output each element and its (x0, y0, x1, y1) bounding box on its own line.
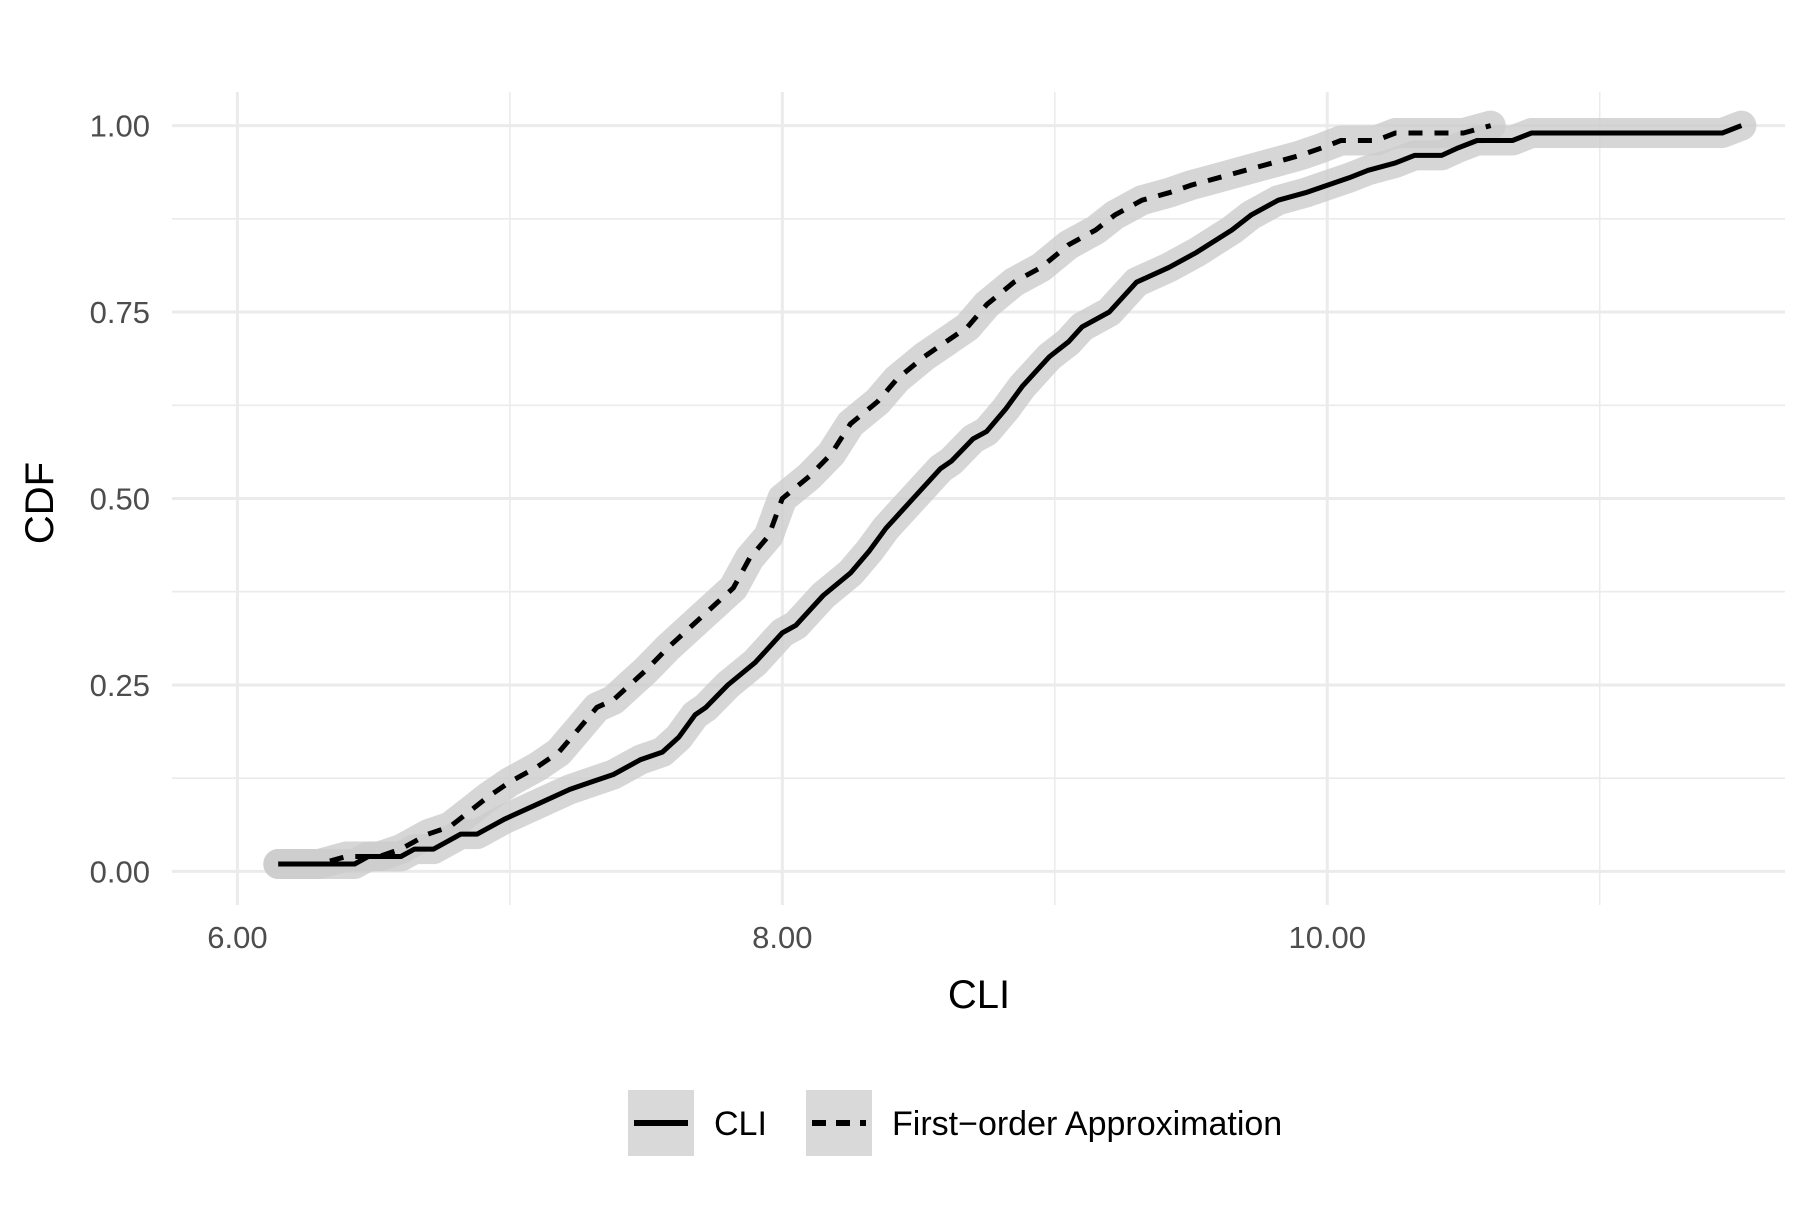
series-lines (278, 123, 1743, 867)
y-tick-label: 0.50 (90, 482, 150, 517)
ci-band-solid (263, 110, 1757, 879)
y-tick-labels: 0.00 0.25 0.50 0.75 1.00 (90, 109, 150, 890)
y-tick-label: 1.00 (90, 109, 150, 144)
y-tick-label: 0.25 (90, 668, 150, 703)
x-tick-label: 6.00 (207, 920, 267, 955)
x-tick-labels: 6.00 8.00 10.00 (207, 920, 1366, 955)
y-tick-label: 0.00 (90, 854, 150, 889)
y-axis-title: CDF (18, 462, 62, 544)
series-line-dashed (278, 123, 1492, 867)
y-tick-label: 0.75 (90, 295, 150, 330)
grid-lines (172, 92, 1785, 905)
legend-label: CLI (714, 1105, 767, 1143)
legend: CLI First−order Approximation (628, 1090, 1282, 1156)
legend-label: First−order Approximation (892, 1105, 1282, 1143)
x-tick-label: 8.00 (752, 920, 812, 955)
series-line-solid (278, 123, 1743, 867)
x-tick-label: 10.00 (1288, 920, 1366, 955)
x-axis-title: CLI (948, 973, 1010, 1017)
confidence-bands (263, 110, 1757, 879)
ci-band-dashed (263, 110, 1506, 879)
